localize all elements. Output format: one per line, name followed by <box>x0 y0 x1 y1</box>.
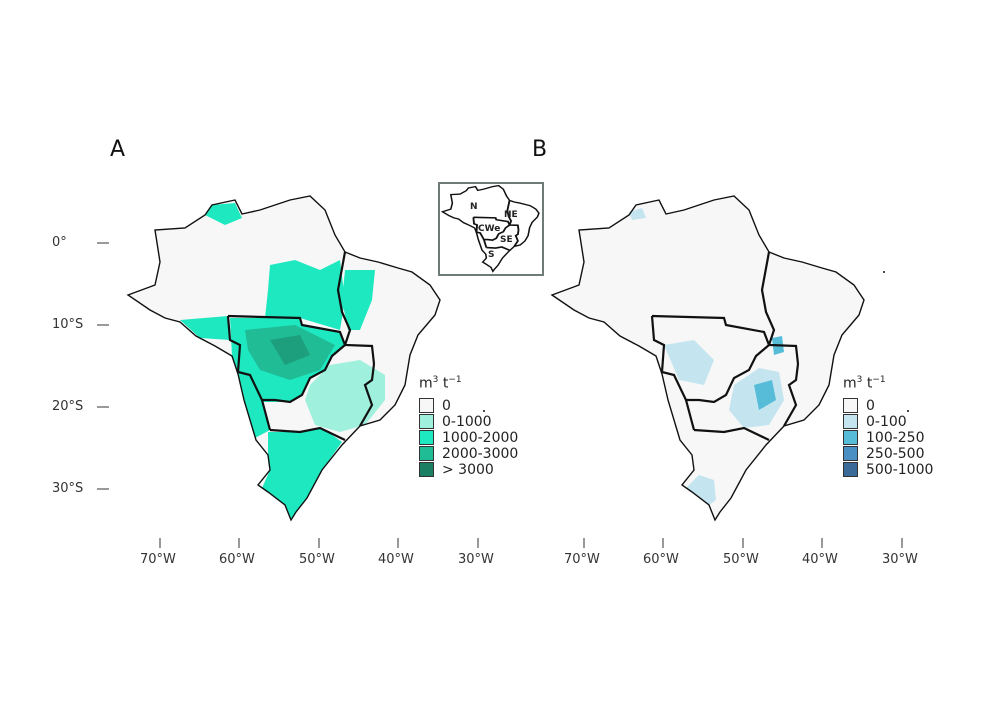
legend-label: 0 <box>866 397 875 414</box>
x-tick: 50°W <box>723 552 759 567</box>
legend-item: 0 <box>419 398 518 414</box>
legend-label: 0 <box>442 397 451 414</box>
legend-label: > 3000 <box>442 461 494 478</box>
legend-title: m3 t−1 <box>843 375 886 392</box>
y-tick: 20°S <box>52 399 84 414</box>
map-a-fill-north <box>265 260 345 330</box>
inset-region-s: S <box>488 250 495 260</box>
legend-item: 250-500 <box>843 446 933 462</box>
inset-region-n: N <box>470 202 478 212</box>
legend-swatch <box>843 398 858 414</box>
map-b-fill-cw <box>664 340 714 385</box>
legend-item: 1000-2000 <box>419 430 518 446</box>
legend-label: 1000-2000 <box>442 429 519 446</box>
legend-swatch <box>419 398 434 414</box>
x-tick: 70°W <box>140 552 176 567</box>
y-tick: 0° <box>52 235 67 250</box>
x-tick: 40°W <box>802 552 838 567</box>
legend-item: 0-100 <box>843 414 933 430</box>
x-tick: 40°W <box>378 552 414 567</box>
legend-label: 0-1000 <box>442 413 492 430</box>
legend-label: 2000-3000 <box>442 445 519 462</box>
map-a-fill-north-tip <box>205 203 242 225</box>
legend-swatch <box>419 462 434 478</box>
legend-a: m3 t−1 0 0-1000 1000-2000 2000-3000 > 3000 <box>419 375 518 478</box>
map-b-fill-south <box>686 475 716 505</box>
inset-region-se: SE <box>500 235 513 245</box>
legend-swatch <box>843 462 858 478</box>
axis-ticks <box>97 242 903 548</box>
map-a-fill-darkest <box>270 335 310 365</box>
legend-label: 250-500 <box>866 445 925 462</box>
panel-label-b: B <box>532 137 548 162</box>
map-b-fill-se-mid <box>754 380 776 410</box>
legend-item: > 3000 <box>419 462 518 478</box>
y-tick: 30°S <box>52 481 84 496</box>
legend-item: 2000-3000 <box>419 446 518 462</box>
legend-b: m3 t−1 0 0-100 100-250 250-500 500-1000 <box>843 375 933 478</box>
x-tick: 70°W <box>564 552 600 567</box>
x-tick: 30°W <box>882 552 918 567</box>
legend-swatch <box>843 430 858 446</box>
legend-title: m3 t−1 <box>419 375 462 392</box>
legend-label: 0-100 <box>866 413 907 430</box>
map-b <box>551 195 909 521</box>
legend-swatch <box>419 430 434 446</box>
map-a-fill-south <box>262 428 342 520</box>
map-b-fill-north-tip <box>629 208 646 220</box>
x-tick: 50°W <box>299 552 335 567</box>
y-tick: 10°S <box>52 317 84 332</box>
legend-item: 0 <box>843 398 933 414</box>
inset-region-cwe: CWe <box>478 224 501 234</box>
inset-region-ne: NE <box>504 210 518 220</box>
map-a <box>127 195 485 521</box>
legend-swatch <box>843 414 858 430</box>
map-a-fill-se <box>305 360 385 432</box>
legend-label: 100-250 <box>866 429 925 446</box>
map-a-fill-west <box>180 316 230 340</box>
legend-swatch <box>843 446 858 462</box>
legend-item: 0-1000 <box>419 414 518 430</box>
x-tick: 30°W <box>458 552 494 567</box>
legend-item: 100-250 <box>843 430 933 446</box>
legend-swatch <box>419 446 434 462</box>
legend-label: 500-1000 <box>866 461 934 478</box>
inset-map: N NE CWe SE S <box>438 182 544 276</box>
panel-label-a: A <box>110 137 126 162</box>
x-tick: 60°W <box>643 552 679 567</box>
map-a-fill-ne <box>342 270 375 330</box>
x-tick: 60°W <box>219 552 255 567</box>
legend-swatch <box>419 414 434 430</box>
legend-item: 500-1000 <box>843 462 933 478</box>
